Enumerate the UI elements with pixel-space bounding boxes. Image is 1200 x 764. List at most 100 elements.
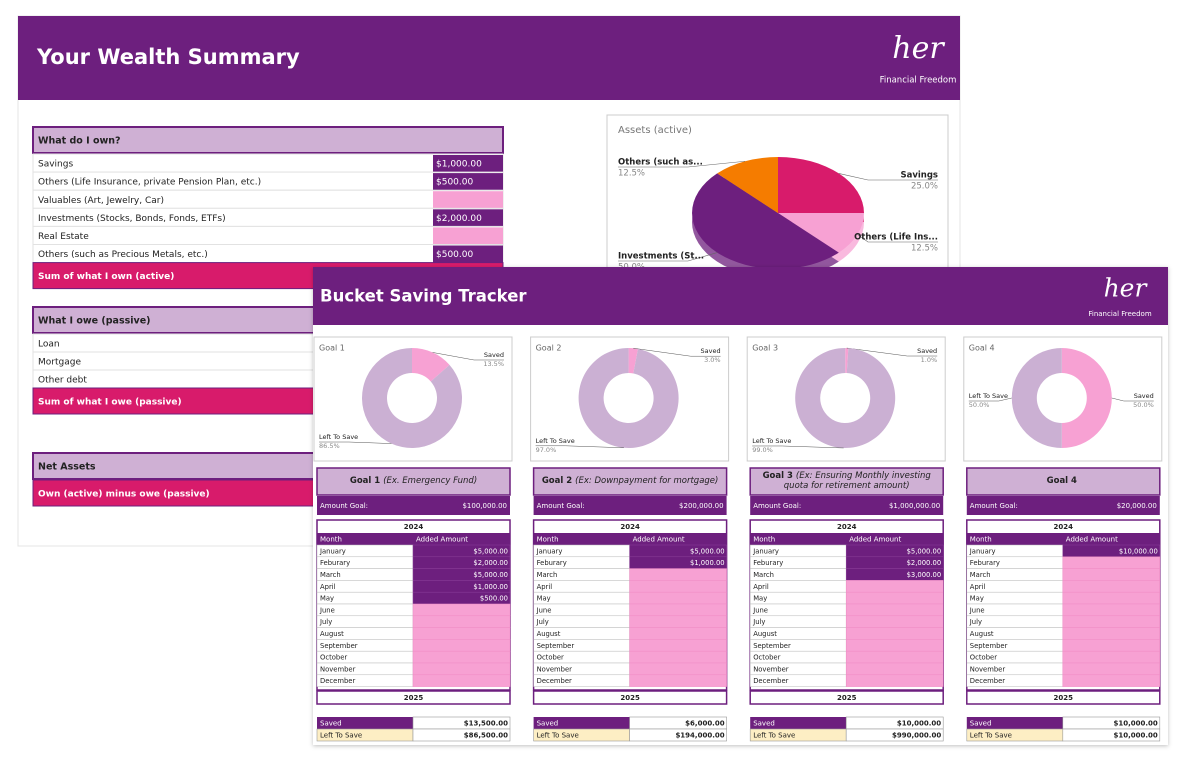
chart-title: Goal 3 [752, 344, 778, 353]
month-label: September [970, 642, 1008, 650]
value-cell [433, 227, 503, 245]
saved-label: Saved [753, 720, 775, 728]
sum-label: Sum of what I own (active) [38, 272, 174, 282]
donut-value-label: 1.0% [921, 356, 938, 364]
amount-cell [412, 615, 511, 628]
donut-segment [845, 348, 849, 374]
month-label: November [970, 665, 1006, 673]
goal-header-text: Goal 4 [967, 468, 1160, 495]
amount-cell [412, 650, 511, 664]
column-header: Month [970, 536, 992, 544]
year-label: 2025 [837, 694, 857, 702]
amount-cell [412, 639, 511, 652]
donut-label: Saved [484, 351, 504, 359]
amount-cell [845, 650, 944, 664]
sheet-title: Your Wealth Summary [36, 45, 300, 69]
amount-cell [1062, 556, 1161, 569]
month-label: September [537, 642, 575, 650]
amount-cell [845, 580, 944, 593]
amount-cell [1062, 627, 1161, 640]
month-label: October [320, 654, 347, 662]
amount-cell [629, 650, 727, 664]
month-label: May [320, 595, 334, 603]
leader-line [968, 397, 1012, 402]
left-label: Left To Save [753, 732, 795, 740]
goal-title-line: Goal 2 (Ex: Downpayment for mortgage) [541, 475, 719, 487]
column-header: Month [320, 536, 342, 544]
pie-label: Others (Life Ins... [854, 233, 938, 243]
saved-label-cell [533, 717, 630, 729]
amount-cell [629, 568, 727, 581]
sheet-header [313, 267, 1168, 325]
pie-label: Others (such as... [618, 158, 703, 168]
left-label: Left To Save [537, 732, 579, 740]
month-label: March [320, 571, 341, 579]
amount-cell [845, 639, 944, 652]
goal-name: Goal 2 [541, 475, 573, 486]
amount-cell [629, 615, 727, 628]
month-label: August [320, 630, 344, 638]
goal-title: Goal 4 [967, 468, 1160, 495]
amount-value: $1,000.00 [690, 559, 725, 567]
leader-line [432, 352, 504, 361]
month-label: Feburary [537, 559, 567, 567]
value-cell [433, 209, 503, 227]
donut-value-label: 97.0% [536, 446, 557, 454]
month-label: May [970, 595, 984, 603]
column-header-row [966, 533, 1160, 545]
month-label: July [969, 618, 982, 626]
amount-value: $5,000.00 [473, 547, 508, 555]
amount-cell [845, 627, 944, 640]
year-table [316, 690, 511, 705]
amount-value: $500.00 [480, 595, 508, 603]
goal-note: (Ex: Ensuring Monthly investing quota fo… [783, 470, 931, 491]
month-label: March [537, 571, 558, 579]
left-value: $194,000.00 [675, 732, 724, 740]
donut-value-label: 86.5% [319, 442, 340, 450]
row-label: Investments (Stocks, Bonds, Fonds, ETFs) [38, 214, 226, 224]
amount-cell [845, 615, 944, 628]
amount-cell [1062, 603, 1161, 617]
donut-label: Left To Save [536, 437, 575, 445]
goal-header [749, 467, 944, 496]
row-label: Other debt [38, 376, 87, 386]
donut-segment [628, 348, 638, 374]
left-value: $10,000.00 [1114, 732, 1158, 740]
amount-value: $5,000.00 [690, 547, 725, 555]
amount-cell [845, 674, 944, 687]
month-label: December [753, 677, 788, 685]
amount-value: $5,000.00 [473, 571, 508, 579]
year-label: 2024 [404, 523, 424, 531]
leader-line [857, 234, 938, 243]
amount-goal-label: Amount Goal: [753, 502, 801, 510]
amount-cell [629, 662, 727, 676]
month-label: October [537, 654, 564, 662]
amount-value: $10,000.00 [1119, 547, 1158, 555]
goal-title-line: Goal 1 (Ex. Emergency Fund) [350, 476, 477, 487]
amount-cell [412, 627, 511, 640]
amount-goal-row [317, 496, 510, 515]
saved-label: Saved [970, 720, 992, 728]
amount-cell [629, 591, 727, 605]
donut-label: Saved [917, 347, 937, 355]
column-header: Added Amount [849, 536, 901, 544]
amount-cell [845, 603, 944, 617]
donut-value-label: 50.0% [1133, 401, 1154, 409]
donut-value-label: 13.5% [483, 360, 504, 368]
logo: her [1104, 274, 1149, 303]
saved-value: $6,000.00 [685, 720, 725, 728]
month-label: April [970, 583, 986, 591]
value-cell [433, 191, 503, 209]
goal-name: Goal 3 [762, 470, 793, 481]
goal-title: Goal 1 (Ex. Emergency Fund) [317, 468, 510, 495]
month-label: June [752, 606, 768, 614]
column-header: Added Amount [1066, 536, 1118, 544]
month-label: March [970, 571, 991, 579]
chart-title: Assets (active) [618, 125, 692, 136]
year-label: 2025 [620, 694, 640, 702]
leader-line [618, 252, 718, 262]
saved-value: $10,000.00 [897, 720, 941, 728]
value-cell [433, 245, 503, 263]
donut-label: Saved [1134, 392, 1154, 400]
goal-header [316, 467, 511, 496]
